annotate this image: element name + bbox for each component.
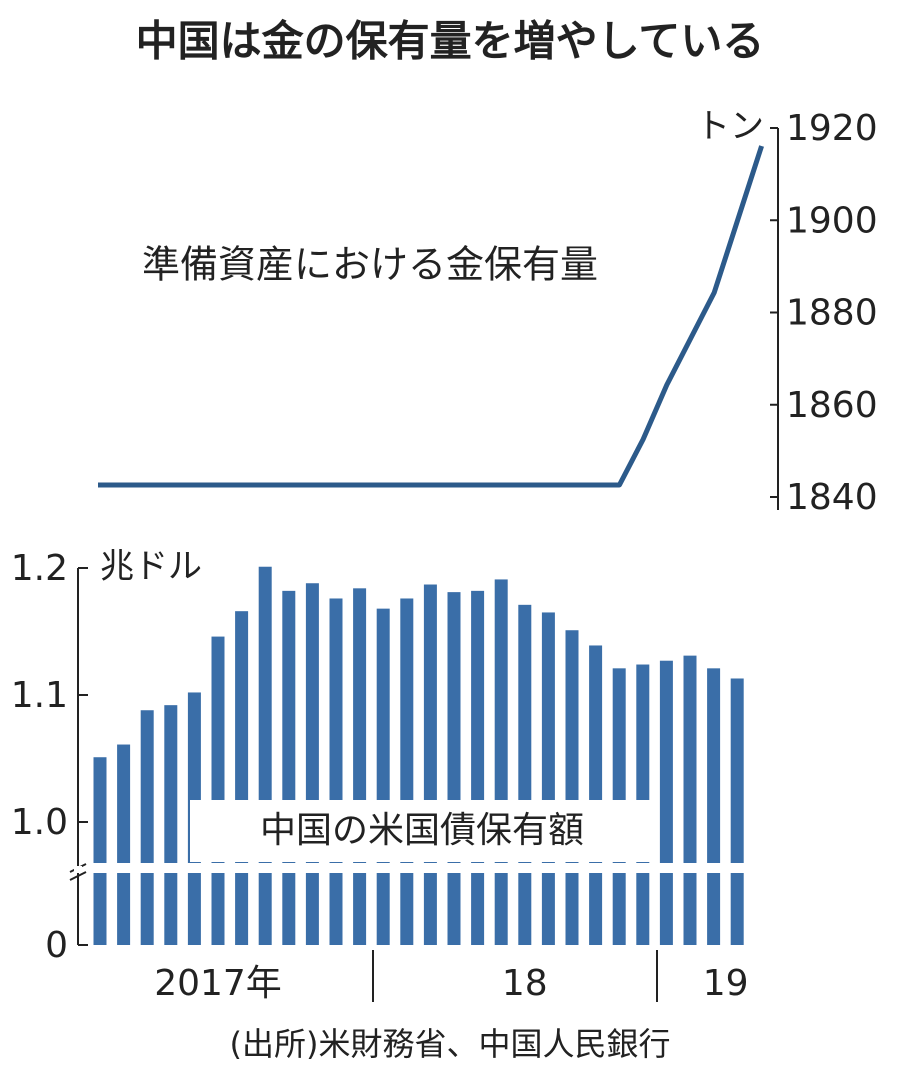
bar bbox=[282, 590, 296, 945]
x-tick-label: 18 bbox=[502, 963, 548, 1004]
line-annotation: 準備資産における金保有量 bbox=[142, 243, 598, 287]
bar bbox=[117, 744, 131, 945]
bar bbox=[235, 611, 249, 945]
bars bbox=[93, 566, 744, 945]
line bbox=[98, 145, 764, 488]
y-tick-label: 1900 bbox=[786, 200, 878, 241]
x-tick-label: 2017年 bbox=[154, 963, 282, 1004]
bar bbox=[447, 592, 461, 945]
y-tick-label: 1840 bbox=[786, 477, 878, 518]
bar bbox=[376, 608, 390, 945]
bar bbox=[589, 645, 603, 945]
bar bbox=[258, 566, 272, 945]
bar bbox=[730, 678, 744, 945]
y-tick-label: 0 bbox=[45, 925, 68, 966]
x-tick-label: 19 bbox=[703, 963, 749, 1004]
bar bbox=[140, 710, 154, 945]
bar bbox=[707, 668, 721, 945]
bar bbox=[211, 636, 225, 945]
y-unit: トン bbox=[696, 107, 764, 147]
y-tick-label: 1.0 bbox=[11, 802, 68, 843]
y-tick-label: 1880 bbox=[786, 293, 878, 334]
y-tick-label: 1920 bbox=[786, 108, 878, 149]
y-unit: 兆ドル bbox=[100, 547, 202, 587]
axis-break-gap bbox=[80, 863, 760, 873]
y-tick-label: 1860 bbox=[786, 385, 878, 426]
y-tick-label: 1.2 bbox=[11, 548, 68, 589]
overlay: 中国の米国債保有額 bbox=[69, 800, 760, 881]
bar-annotation: 中国の米国債保有額 bbox=[260, 810, 584, 851]
bar bbox=[400, 598, 414, 945]
break-gap bbox=[74, 866, 82, 873]
bar bbox=[541, 612, 555, 945]
bar bbox=[518, 604, 532, 945]
source: (出所)米財務省、中国人民銀行 bbox=[230, 1025, 671, 1063]
annotation-box bbox=[190, 800, 655, 862]
page-title: 中国は金の保有量を増やしている bbox=[136, 17, 765, 66]
bar bbox=[659, 660, 673, 945]
bar bbox=[164, 705, 178, 945]
bar bbox=[353, 588, 367, 945]
bar bbox=[494, 579, 508, 945]
bar bbox=[329, 598, 343, 945]
bar bbox=[423, 584, 437, 945]
bar bbox=[471, 590, 485, 945]
bar bbox=[305, 583, 319, 945]
break-mark bbox=[69, 871, 87, 881]
bar bbox=[683, 655, 697, 945]
bar bbox=[565, 630, 579, 945]
y-tick-label: 1.1 bbox=[11, 675, 68, 716]
bar bbox=[93, 757, 107, 945]
